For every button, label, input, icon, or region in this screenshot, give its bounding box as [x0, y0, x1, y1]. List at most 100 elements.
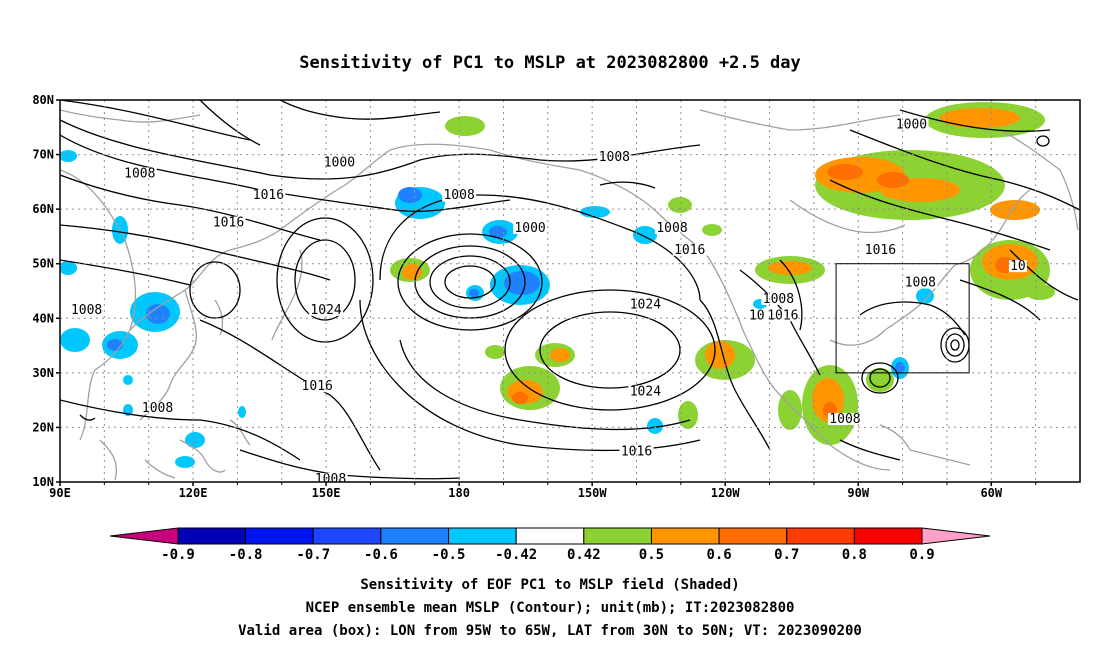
colorbar-box: [583, 527, 652, 545]
contour-label: 1008: [443, 188, 474, 203]
contour-label-bg: [122, 167, 157, 180]
colorbar-box: [448, 527, 517, 545]
colorbar-box: [312, 527, 382, 545]
contour-label: 1008: [599, 150, 630, 165]
strong-positive-shading: [512, 164, 1015, 418]
contour-label-bg: [863, 243, 898, 256]
contour-label-bg: [442, 189, 477, 202]
contour-label-bg: [903, 276, 938, 289]
colorbar-tick-label: -0.9: [161, 547, 195, 563]
contour-label: 1000: [324, 155, 355, 170]
contour-label-bg: [211, 216, 246, 229]
colorbar-tick-label: -0.5: [432, 547, 466, 563]
lon-label: 120E: [179, 486, 208, 500]
map-frame: [59, 99, 1081, 483]
colorbar-tick-label: 0.7: [774, 547, 799, 563]
chart-title: Sensitivity of PC1 to MSLP at 2023082800…: [299, 53, 801, 73]
contour-label: 10: [1010, 259, 1026, 274]
lat-label: 50N: [32, 257, 54, 271]
contour-label-bg: [761, 292, 796, 305]
colorbar-box: [515, 527, 585, 545]
contour-label: 1024: [630, 385, 661, 400]
contour-label-bg: [628, 298, 663, 311]
colorbar-tick-label: -0.7: [296, 547, 330, 563]
lon-label: 150E: [312, 486, 341, 500]
footer-line-2: NCEP ensemble mean MSLP (Contour); unit(…: [306, 600, 795, 616]
lat-label: 40N: [32, 311, 54, 325]
lat-label: 60N: [32, 202, 54, 216]
lon-label: 150W: [578, 486, 608, 500]
lat-label: 10N: [32, 475, 54, 489]
footer-line-3: Valid area (box): LON from 95W to 65W, L…: [238, 623, 862, 639]
contour-label-bg: [619, 445, 654, 458]
colorbar-tick-label: 0.6: [706, 547, 731, 563]
lon-label: 90E: [49, 486, 71, 500]
contour-label: 1008: [142, 401, 173, 416]
lat-label: 70N: [32, 148, 54, 162]
contour-label-bg: [655, 221, 689, 234]
contour-label-bg: [309, 303, 344, 316]
contour-label-bg: [894, 118, 929, 131]
colorbar-box: [177, 527, 247, 545]
colorbar-box: [718, 527, 788, 545]
contour-label: 1024: [630, 297, 661, 312]
mslp-contours: [60, 100, 1080, 480]
contour-label-bg: [827, 412, 862, 425]
contour-label: 1016: [253, 188, 284, 203]
colorbar-tick-label: 0.8: [842, 547, 867, 563]
positive-shading: [390, 102, 1055, 445]
contour-label: 1000: [896, 117, 927, 132]
contour-label: 1008: [829, 412, 860, 427]
colorbar-tick-label: 0.42: [567, 547, 601, 563]
colorbar-tick-label: 0.9: [909, 547, 934, 563]
contour-label: 1008: [124, 166, 155, 181]
lat-label: 80N: [32, 93, 54, 107]
colorbar-tick-label: -0.8: [229, 547, 263, 563]
contour-label-bg: [597, 151, 632, 164]
lon-label: 60W: [980, 486, 1002, 500]
contour-label-bg: [672, 243, 707, 256]
colorbar-box: [380, 527, 450, 545]
contour-label: 1016: [213, 216, 244, 231]
contour-label-bg: [313, 473, 348, 482]
colorbar-box: [650, 527, 720, 545]
colorbar-box: [245, 527, 314, 545]
contour-label: 1008: [763, 292, 794, 307]
map-area: 1000100810161016100810001008100810161024…: [60, 100, 1080, 487]
lat-label: 30N: [32, 366, 54, 380]
colorbar-low-extend: [109, 527, 179, 545]
valid-area-box: [835, 263, 970, 374]
contour-label: 1016: [302, 379, 333, 394]
colorbar-tick-label: -0.42: [495, 547, 537, 563]
colorbar-tick-label: 0.5: [639, 547, 664, 563]
contour-label: 1000: [514, 221, 545, 236]
contour-label-bg: [251, 189, 286, 202]
lon-label: 120W: [711, 486, 741, 500]
lat-lon-grid: [60, 100, 1080, 482]
colorbar: -0.9 -0.8 -0.7 -0.6 -0.5 -0.42 0.42 0.5 0.6 0.7 0.…: [109, 527, 991, 563]
contour-label: 1008: [905, 276, 936, 291]
contour-label: 1008: [315, 472, 346, 487]
lon-label: 180: [448, 486, 470, 500]
colorbar-tick-label: -0.6: [364, 547, 398, 563]
footer-line-1: Sensitivity of EOF PC1 to MSLP field (Sh…: [360, 577, 739, 593]
lat-label: 20N: [32, 420, 54, 434]
colorbar-high-extend: [921, 527, 991, 545]
contour-label-bg: [513, 221, 548, 234]
colorbar-box: [786, 527, 855, 545]
contour-label-bg: [1008, 260, 1027, 273]
contour-label: 1016: [621, 445, 652, 460]
contour-label: 1008: [71, 303, 102, 318]
contour-label: 1016: [865, 243, 896, 258]
contour-label: 1016: [674, 243, 705, 258]
colorbar-box: [853, 527, 923, 545]
contour-labels: 1000100810161016100810001008100810161024…: [69, 117, 1027, 487]
contour-label: 1008: [656, 221, 687, 236]
contour-label-bg: [69, 303, 104, 316]
contour-label-bg: [140, 402, 175, 415]
contour-label-bg: [322, 156, 357, 169]
lon-label: 90W: [847, 486, 869, 500]
contour-label: 1016: [767, 308, 798, 323]
